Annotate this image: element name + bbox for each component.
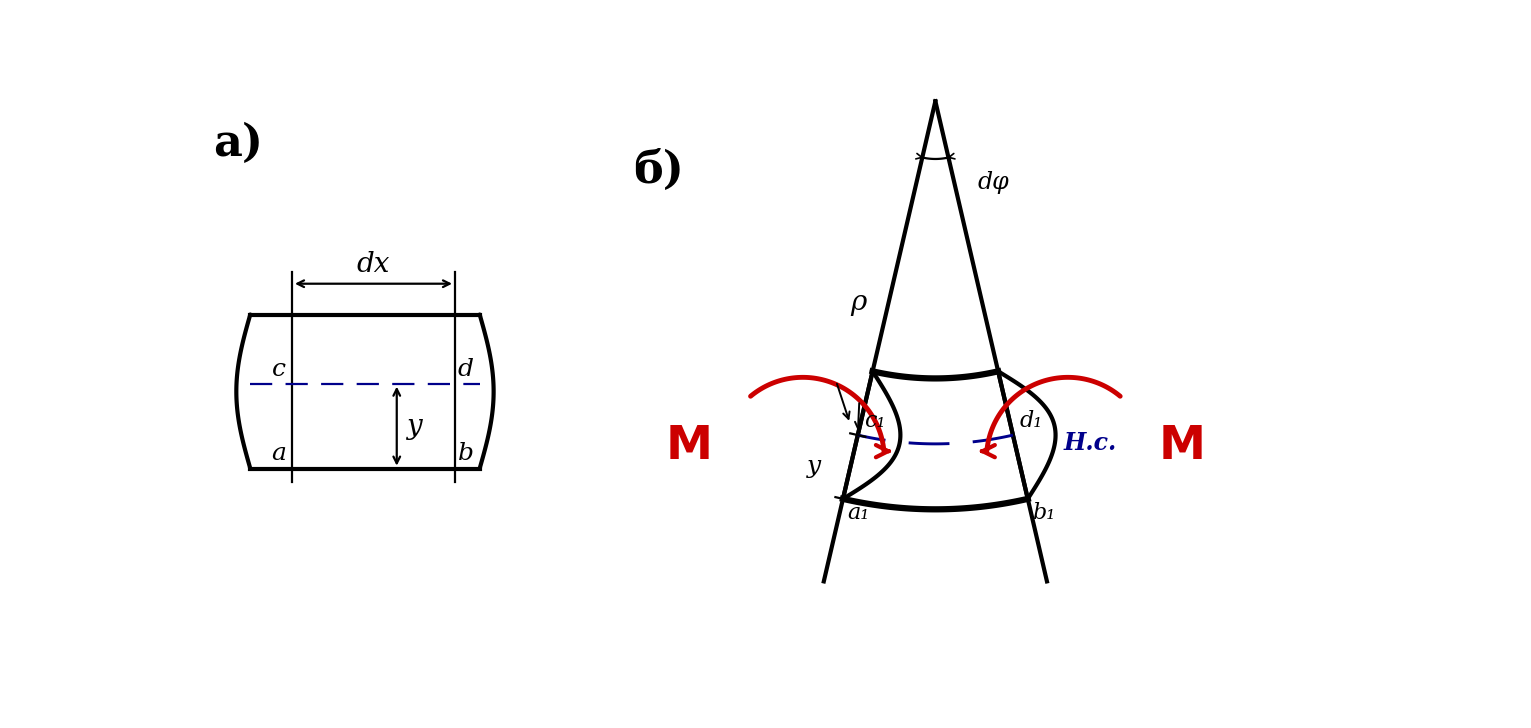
Text: d₁: d₁ [1020, 410, 1043, 432]
Text: a): a) [213, 122, 263, 165]
Text: a₁: a₁ [847, 502, 870, 524]
Text: a: a [271, 443, 286, 465]
Text: y: y [807, 456, 821, 478]
Text: б): б) [634, 149, 684, 192]
Text: dx: dx [357, 250, 390, 277]
Text: y: y [406, 413, 421, 440]
Text: dφ: dφ [978, 170, 1009, 194]
Text: c₁: c₁ [863, 410, 885, 432]
Text: ρ: ρ [850, 290, 867, 317]
Text: b₁: b₁ [1032, 502, 1055, 524]
Text: d: d [458, 357, 475, 381]
Text: c: c [273, 357, 286, 381]
Text: Н.c.: Н.c. [1064, 431, 1116, 455]
Text: b: b [458, 443, 475, 465]
Text: M: M [664, 424, 712, 469]
Text: M: M [1159, 424, 1205, 469]
